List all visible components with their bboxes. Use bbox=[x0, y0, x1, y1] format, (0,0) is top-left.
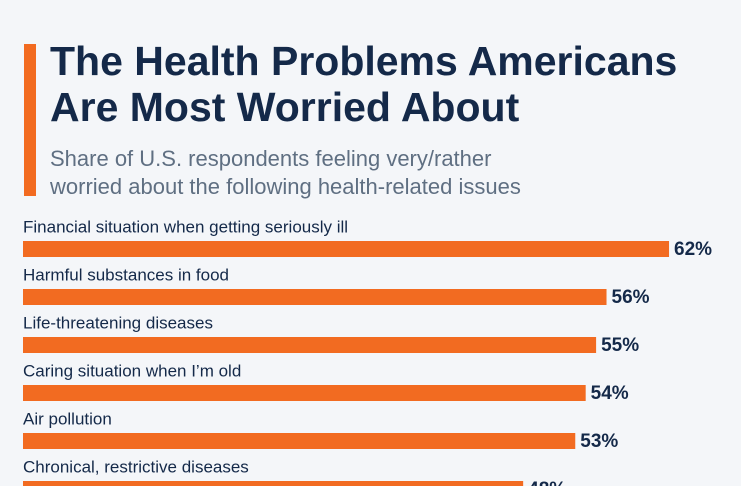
value-label: 55% bbox=[601, 335, 639, 356]
category-label: Air pollution bbox=[23, 409, 112, 428]
value-label: 54% bbox=[591, 383, 629, 404]
value-label: 53% bbox=[580, 431, 618, 452]
bar bbox=[23, 385, 586, 401]
bar bbox=[23, 481, 524, 486]
value-label: 48% bbox=[528, 479, 566, 486]
chart-subtitle: worried about the following health-relat… bbox=[49, 174, 521, 199]
bar bbox=[23, 433, 576, 449]
category-label: Financial situation when getting serious… bbox=[23, 217, 348, 236]
value-label: 56% bbox=[612, 287, 650, 308]
category-label: Caring situation when I’m old bbox=[23, 361, 241, 380]
value-label: 62% bbox=[674, 239, 712, 260]
category-label: Life-threatening diseases bbox=[23, 313, 213, 332]
bar bbox=[23, 337, 597, 353]
category-label: Chronical, restrictive diseases bbox=[23, 457, 249, 476]
chart-title: Are Most Worried About bbox=[50, 84, 520, 130]
accent-bar bbox=[24, 44, 36, 196]
chart-subtitle: Share of U.S. respondents feeling very/r… bbox=[50, 146, 491, 171]
category-label: Harmful substances in food bbox=[23, 265, 229, 284]
bar bbox=[23, 241, 670, 257]
chart-title: The Health Problems Americans bbox=[50, 38, 677, 84]
bar bbox=[23, 289, 607, 305]
